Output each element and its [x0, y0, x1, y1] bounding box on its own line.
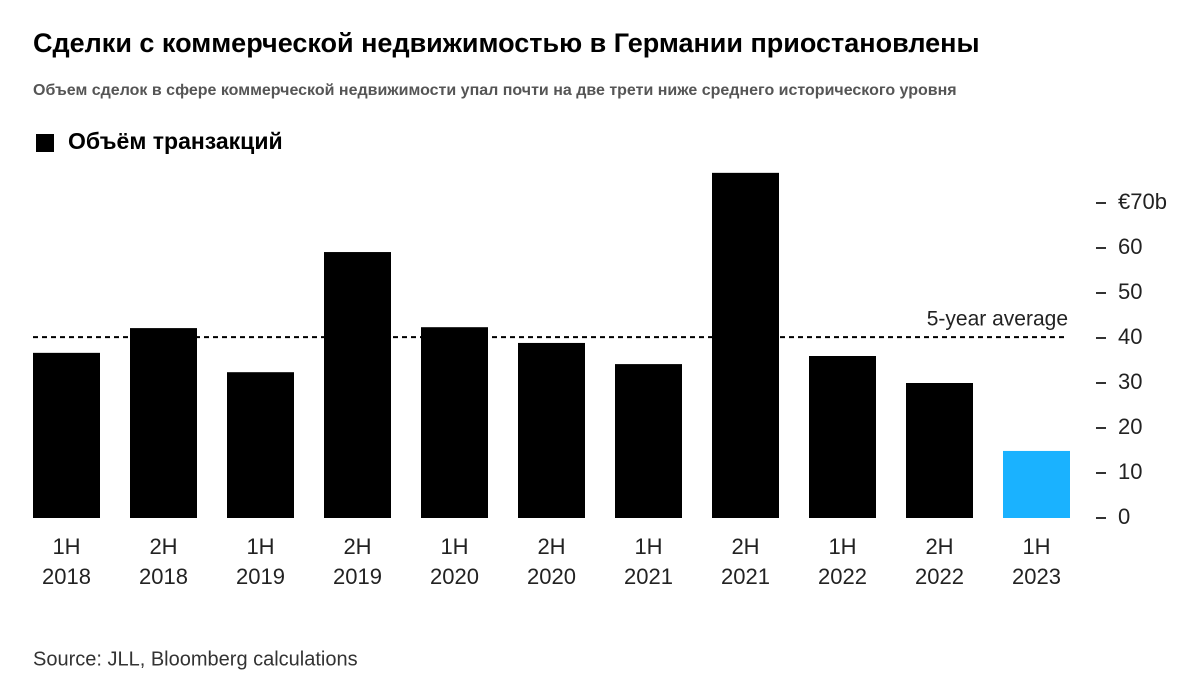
legend-label: Объём транзакций — [68, 128, 283, 154]
y-tick-label: 30 — [1118, 369, 1142, 394]
bar — [518, 342, 585, 518]
y-tick-label: €70b — [1118, 189, 1167, 214]
legend-swatch — [36, 134, 54, 152]
source: Source: JLL, Bloomberg calculations — [33, 648, 358, 670]
bar — [906, 383, 973, 518]
x-tick-label: 1H 2021 — [624, 534, 673, 589]
y-tick-label: 20 — [1118, 414, 1142, 439]
chart-subtitle: Объем сделок в сфере коммерческой недвиж… — [33, 82, 957, 99]
bar — [227, 372, 294, 518]
y-tick-label: 50 — [1118, 279, 1142, 304]
x-tick-label: 2H 2021 — [721, 534, 770, 589]
x-tick-label: 1H 2023 — [1012, 534, 1061, 589]
reference-label: 5-year average — [927, 308, 1068, 331]
bar — [324, 252, 391, 519]
bar — [712, 172, 779, 518]
bar — [421, 327, 488, 518]
x-tick-label: 1H 2020 — [430, 534, 479, 589]
chart-title: Сделки с коммерческой недвижимостью в Ге… — [33, 28, 980, 58]
bar — [615, 364, 682, 518]
bar — [809, 356, 876, 518]
x-tick-label: 1H 2022 — [818, 534, 867, 589]
x-tick-label: 2H 2019 — [333, 534, 382, 589]
x-tick-label: 1H 2018 — [42, 534, 91, 589]
x-tick-label: 1H 2019 — [236, 534, 285, 589]
x-tick-label: 2H 2022 — [915, 534, 964, 589]
y-tick-label: 10 — [1118, 459, 1142, 484]
y-tick-label: 60 — [1118, 234, 1142, 259]
y-tick-label: 0 — [1118, 504, 1130, 529]
bar — [1003, 450, 1070, 518]
bar — [33, 352, 100, 518]
bar — [130, 328, 197, 518]
y-tick-label: 40 — [1118, 324, 1142, 349]
x-tick-label: 2H 2018 — [139, 534, 188, 589]
x-tick-label: 2H 2020 — [527, 534, 576, 589]
